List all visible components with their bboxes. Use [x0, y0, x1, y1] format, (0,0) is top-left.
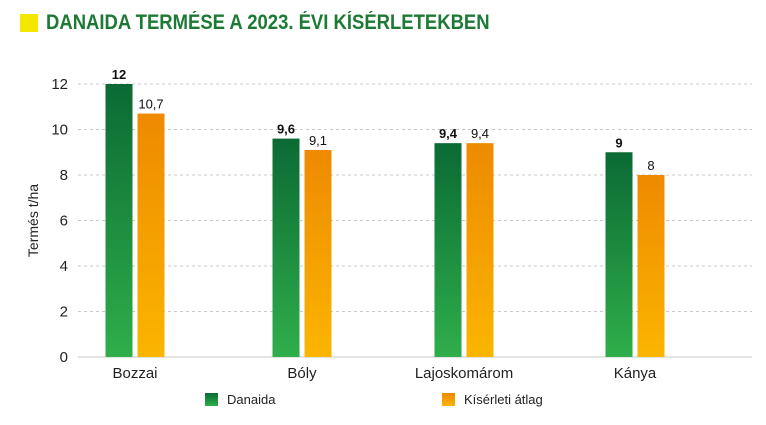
- bar-value-label: 9,4: [471, 126, 489, 141]
- bar-value-label: 9,4: [439, 126, 458, 141]
- category-label: Bozzai: [112, 365, 157, 382]
- category-label: Kánya: [614, 365, 657, 382]
- legend-label: Danaida: [227, 392, 276, 407]
- legend-swatch: [442, 393, 455, 406]
- bars: [105, 84, 665, 357]
- bar-value-label: 9,6: [277, 122, 295, 137]
- category-label: Lajoskomárom: [415, 365, 513, 382]
- legend-label: Kísérleti átlag: [464, 392, 543, 407]
- bar-danaida: [434, 143, 462, 357]
- bar-value-label: 12: [112, 67, 126, 82]
- bar-value-label: 9,1: [309, 133, 327, 148]
- title-accent-square: [20, 14, 38, 32]
- legend-swatch: [205, 393, 218, 406]
- bar-atlag: [466, 143, 494, 357]
- bar-value-label: 8: [647, 158, 654, 173]
- y-tick-label: 6: [60, 213, 68, 230]
- y-tick-label: 8: [60, 167, 68, 184]
- y-tick-label: 0: [60, 349, 68, 366]
- bar-danaida: [105, 84, 133, 357]
- title-row: DANAIDA TERMÉSE A 2023. ÉVI KÍSÉRLETEKBE…: [20, 10, 550, 36]
- y-tick-label: 4: [60, 258, 68, 275]
- legend: Danaida Kísérleti átlag: [205, 392, 543, 407]
- value-labels: 12 10,7 9,6 9,1 9,4 9,4 9 8: [112, 67, 655, 173]
- category-label: Bóly: [287, 365, 317, 382]
- bar-danaida: [605, 152, 633, 357]
- y-axis-ticks: 0 2 4 6 8 10 12: [51, 76, 68, 366]
- bar-atlag: [304, 149, 332, 357]
- bar-atlag: [137, 113, 165, 357]
- y-tick-label: 2: [60, 304, 68, 321]
- chart-title: DANAIDA TERMÉSE A 2023. ÉVI KÍSÉRLETEKBE…: [46, 11, 490, 34]
- category-labels: Bozzai Bóly Lajoskomárom Kánya: [112, 365, 656, 382]
- bar-danaida: [272, 138, 300, 357]
- y-tick-label: 12: [51, 76, 68, 93]
- bar-value-label: 9: [615, 135, 622, 150]
- bar-atlag: [637, 175, 665, 357]
- y-axis-label: Termés t/ha: [25, 184, 41, 257]
- y-tick-label: 10: [51, 122, 68, 139]
- bar-value-label: 10,7: [138, 97, 163, 112]
